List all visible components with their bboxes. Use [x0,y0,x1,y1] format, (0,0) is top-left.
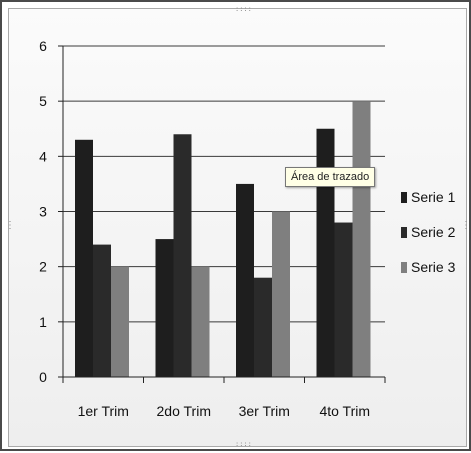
x-tick-label: 4to Trim [319,403,370,419]
bar-serie-2[interactable] [93,244,111,377]
y-tick-label: 1 [39,314,47,330]
bar-serie-3[interactable] [352,101,371,378]
legend-swatch [401,227,407,238]
legend-swatch [401,192,407,203]
legend-label: Serie 3 [411,259,456,275]
bar-serie-3[interactable] [272,211,290,378]
plot-area-tooltip: Área de trazado [285,167,376,187]
resize-handle-bottom[interactable]: :::: [235,440,252,448]
y-tick-label: 0 [39,369,47,385]
legend-swatch [401,262,407,273]
bar-serie-1[interactable] [236,183,254,377]
axes [62,46,386,383]
bar-serie-3[interactable] [191,266,210,377]
y-tick-label: 3 [39,204,47,220]
resize-handle-top[interactable]: :::: [235,5,252,13]
y-tick-label: 6 [39,38,47,54]
bar-serie-3[interactable] [111,266,129,377]
bars[interactable] [75,101,371,378]
bar-serie-2[interactable] [173,134,192,377]
x-tick-label: 2do Trim [157,403,211,419]
bar-serie-1[interactable] [316,128,335,377]
y-tick-labels: 0 1 2 3 4 5 6 [39,38,47,385]
legend-label: Serie 2 [411,224,456,240]
bar-serie-2[interactable] [334,222,353,377]
x-tick-labels: 1er Trim 2do Trim 3er Trim 4to Trim [78,403,370,419]
legend-label: Serie 1 [411,189,456,205]
bar-serie-2[interactable] [254,277,272,377]
x-tick-label: 3er Trim [239,403,290,419]
bar-serie-1[interactable] [155,239,174,377]
bar-serie-1[interactable] [75,139,93,377]
resize-handle-right[interactable]: ⋮ [461,220,471,231]
legend[interactable]: Serie 1 Serie 2 Serie 3 [401,189,456,275]
x-tick-label: 1er Trim [78,403,129,419]
y-tick-label: 2 [39,259,47,275]
y-tick-label: 4 [39,148,47,164]
y-tick-label: 5 [39,93,47,109]
resize-handle-left[interactable]: ⋮ [5,220,15,231]
